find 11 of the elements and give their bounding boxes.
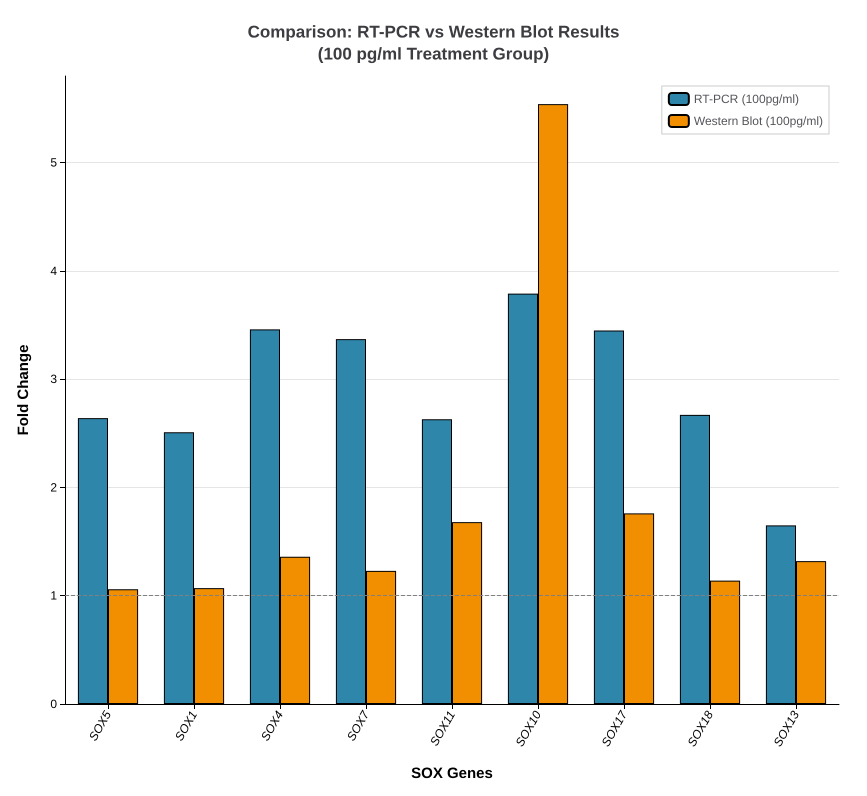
chart-title: Comparison: RT-PCR vs Western Blot Results (100 pg/ml Treatment Group) — [248, 22, 620, 64]
y-tick-label: 4 — [50, 264, 58, 278]
x-axis-title: SOX Genes — [411, 765, 493, 782]
legend-label: Western Blot (100pg/ml) — [694, 114, 824, 128]
y-tick-label: 2 — [50, 480, 58, 494]
y-tick-label: 5 — [50, 156, 58, 170]
y-tick-label: 3 — [50, 372, 58, 386]
legend-label: RT-PCR (100pg/ml) — [694, 92, 799, 106]
y-tick-label: 1 — [50, 588, 58, 603]
y-axis-title: Fold Change — [15, 344, 32, 436]
y-tick-label: 0 — [50, 697, 58, 711]
